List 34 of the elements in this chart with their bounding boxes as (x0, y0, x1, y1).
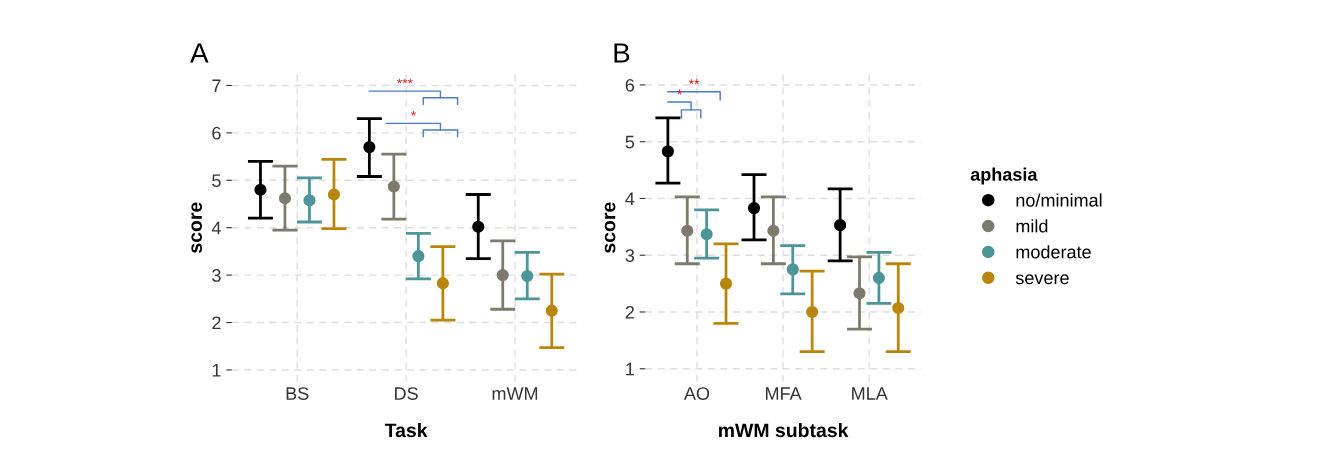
annotation: ** (688, 79, 700, 85)
y-tick-label: 5 (625, 135, 635, 149)
y-tick-label: 2 (212, 316, 221, 330)
annotation: * (677, 89, 682, 95)
y-tick-label: 1 (626, 362, 634, 376)
y-tick-label: 2 (625, 305, 634, 319)
y-tick-label: 5 (212, 174, 221, 187)
legend-label: no/minimal (1016, 193, 1102, 207)
x-tick-label: MLA (852, 387, 888, 400)
chart-title: A (190, 43, 209, 63)
legend-label: severe (1015, 274, 1069, 285)
y-tick-label: 3 (212, 269, 221, 282)
y-tick-label: 4 (625, 192, 635, 206)
legend-label: mild (1016, 219, 1048, 233)
y-axis-title: score (191, 202, 203, 253)
y-tick-label: 3 (625, 249, 635, 262)
x-tick-label: MFA (766, 387, 802, 400)
y-tick-label: 6 (625, 78, 635, 92)
chart-title: B (614, 43, 630, 63)
annotation: * (410, 110, 416, 116)
annotation: *** (397, 78, 413, 84)
y-axis-title: score (604, 202, 616, 253)
x-axis-title: Task (384, 422, 428, 438)
x-tick-label: DS (395, 387, 418, 400)
x-axis-title: mWM subtask (719, 422, 849, 438)
y-tick-label: 4 (211, 221, 221, 235)
x-tick-label: mWM (492, 387, 538, 400)
y-tick-label: 7 (212, 79, 221, 92)
y-tick-label: 1 (212, 364, 221, 377)
x-tick-label: AO (683, 387, 710, 400)
x-tick-label: BS (286, 387, 309, 400)
legend-title: aphasia (970, 167, 1038, 185)
legend-label: moderate (1016, 245, 1091, 259)
y-tick-label: 6 (212, 126, 221, 140)
